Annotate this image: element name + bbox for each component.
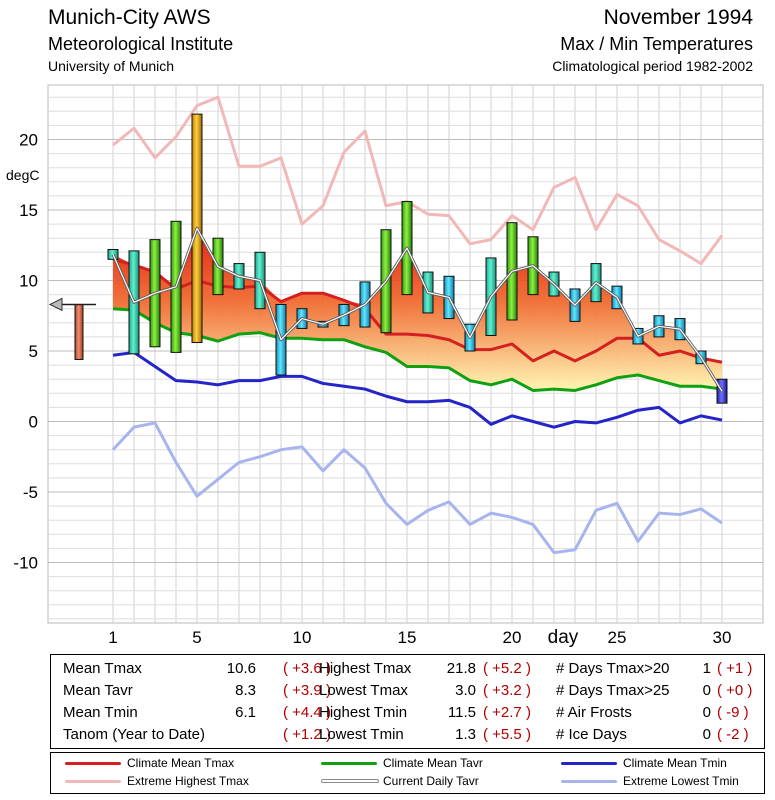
stats-label: Tanom (Year to Date) xyxy=(63,726,206,743)
stats-label: # Ice Days xyxy=(556,726,627,743)
y-tick-label: 10 xyxy=(19,272,38,291)
stats-anomaly: ( +1 ) xyxy=(717,660,753,677)
y-tick-label: -10 xyxy=(13,554,38,573)
legend-label: Current Daily Tavr xyxy=(383,774,479,788)
x-tick-label: 1 xyxy=(108,628,117,647)
stats-label: # Air Frosts xyxy=(556,704,632,721)
stats-value: 1.3 xyxy=(455,726,476,743)
period-title: November 1994 xyxy=(603,6,753,29)
stats-row: # Air Frosts 0 ( -9 ) xyxy=(51,702,764,724)
institute-title: Meteorological Institute xyxy=(48,34,234,54)
climatology-period: Climatological period 1982-2002 xyxy=(552,58,753,74)
stats-value: 21.8 xyxy=(446,660,476,677)
stats-value: 11.5 xyxy=(447,704,476,721)
warm-anomaly-area xyxy=(113,228,722,391)
stats-value: 1 xyxy=(702,660,711,677)
x-tick-label: 15 xyxy=(398,628,417,647)
legend-label: Extreme Highest Tmax xyxy=(127,774,249,788)
stats-row: # Days Tmax>25 0 ( +0 ) xyxy=(51,680,764,702)
legend-label: Climate Mean Tavr xyxy=(383,756,483,770)
stats-label: Highest Tmax xyxy=(319,660,412,677)
stats-anomaly: ( +3.6 ) xyxy=(283,660,331,677)
stats-anomaly: ( +3.2 ) xyxy=(483,682,531,699)
y-axis-label: degC xyxy=(6,167,39,183)
stats-value: 0 xyxy=(702,704,711,721)
extreme-highest-tmax-line xyxy=(112,95,724,266)
stats-anomaly: ( +2.7 ) xyxy=(483,704,531,721)
ytd-marker-arrow-icon xyxy=(48,297,63,312)
legend-label: Climate Mean Tmin xyxy=(623,756,727,770)
stats-label: Highest Tmin xyxy=(319,704,408,721)
y-tick-label: -5 xyxy=(23,483,38,502)
stats-label: Mean Tmax xyxy=(63,660,142,677)
x-tick-label: 20 xyxy=(503,628,522,647)
university-title: University of Munich xyxy=(48,58,175,74)
statistics-panel: Mean Tmax 10.6 ( +3.6 ) Mean Tavr 8.3 ( +3.9 … xyxy=(50,654,765,749)
stats-row: Lowest Tmax 3.0 ( +3.2 ) xyxy=(51,680,764,702)
legend-label: Extreme Lowest Tmin xyxy=(623,774,739,788)
legend-swatch xyxy=(65,780,121,783)
stats-value: 8.3 xyxy=(235,682,256,699)
stats-row: Lowest Tmin 1.3 ( +5.5 ) xyxy=(51,724,764,746)
stats-value: 3.0 xyxy=(455,682,476,699)
legend-swatch xyxy=(561,762,617,765)
stats-row: Mean Tmin 6.1 ( +4.4 ) xyxy=(51,702,764,724)
stats-anomaly: ( +3.9 ) xyxy=(283,682,331,699)
stats-label: Mean Tmin xyxy=(63,704,138,721)
current-daily-tavr-line xyxy=(112,227,723,392)
climate-mean-tavr-line xyxy=(112,307,723,392)
stats-label: Mean Tavr xyxy=(63,682,133,699)
x-tick-label: 30 xyxy=(713,628,732,647)
y-tick-label: 5 xyxy=(29,342,38,361)
stats-value: 10.6 xyxy=(226,660,256,677)
chart-subtitle: Max / Min Temperatures xyxy=(560,34,753,54)
stats-label: Lowest Tmin xyxy=(319,726,404,743)
extreme-lowest-tmin-line xyxy=(111,421,723,555)
x-tick-label: 10 xyxy=(293,628,312,647)
station-title: Munich-City AWS xyxy=(48,6,211,29)
ytd-anomaly-bar xyxy=(74,303,84,360)
y-tick-label: 20 xyxy=(19,131,38,150)
legend-swatch xyxy=(321,779,379,783)
stats-value: 6.1 xyxy=(235,704,256,721)
legend-label: Climate Mean Tmax xyxy=(127,756,235,770)
stats-label: # Days Tmax>20 xyxy=(556,660,670,677)
legend-swatch xyxy=(321,762,377,765)
stats-row: Mean Tavr 8.3 ( +3.9 ) xyxy=(51,680,764,702)
stats-label: # Days Tmax>25 xyxy=(556,682,670,699)
x-tick-label: 5 xyxy=(192,628,201,647)
legend: Climate Mean Tmax Climate Mean Tavr Climat… xyxy=(50,752,765,794)
climate-mean-tmin-line xyxy=(112,350,723,429)
stats-row: Tanom (Year to Date) ( +1.2 ) xyxy=(51,724,764,746)
stats-row: Highest Tmax 21.8 ( +5.2 ) xyxy=(51,658,764,680)
y-tick-label: 0 xyxy=(29,413,38,432)
stats-row: # Days Tmax>20 1 ( +1 ) xyxy=(51,658,764,680)
stats-anomaly: ( -9 ) xyxy=(717,704,749,721)
x-tick-label: 25 xyxy=(608,628,627,647)
stats-value: 0 xyxy=(702,726,711,743)
stats-anomaly: ( +0 ) xyxy=(717,682,753,699)
stats-anomaly: ( +5.2 ) xyxy=(483,660,531,677)
y-tick-label: 15 xyxy=(19,201,38,220)
stats-anomaly: ( +4.4 ) xyxy=(283,704,331,721)
stats-row: # Ice Days 0 ( -2 ) xyxy=(51,724,764,746)
stats-anomaly: ( +1.2 ) xyxy=(283,726,331,743)
stats-anomaly: ( -2 ) xyxy=(717,726,749,743)
legend-swatch xyxy=(561,780,617,783)
stats-row: Highest Tmin 11.5 ( +2.7 ) xyxy=(51,702,764,724)
stats-row: Mean Tmax 10.6 ( +3.6 ) xyxy=(51,658,764,680)
legend-swatch xyxy=(65,762,121,765)
x-axis-label: day xyxy=(548,627,579,648)
stats-value: 0 xyxy=(702,682,711,699)
stats-label: Lowest Tmax xyxy=(319,682,408,699)
stats-anomaly: ( +5.5 ) xyxy=(483,726,531,743)
